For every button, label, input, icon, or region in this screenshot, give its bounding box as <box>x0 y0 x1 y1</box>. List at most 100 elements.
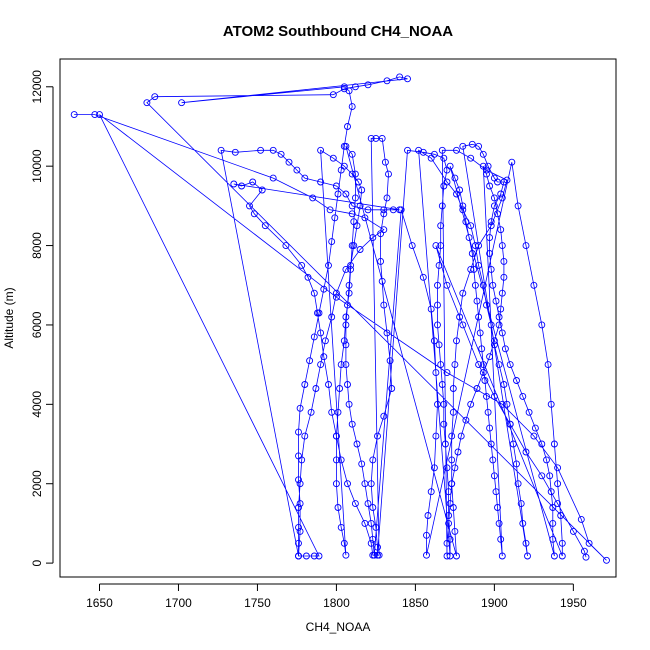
data-point <box>453 552 460 560</box>
data-point <box>487 222 495 230</box>
data-point <box>364 81 372 89</box>
data-point <box>514 480 522 488</box>
data-point <box>328 313 336 321</box>
data-point <box>547 400 555 408</box>
data-point <box>434 301 441 309</box>
data-point <box>487 440 495 448</box>
series-line <box>74 76 607 561</box>
data-point <box>331 214 339 222</box>
data-point <box>513 460 520 468</box>
data-point <box>298 261 306 269</box>
data-point <box>483 170 490 178</box>
data-point <box>484 162 492 170</box>
data-point <box>497 190 505 198</box>
data-point <box>506 361 514 369</box>
data-point <box>369 456 377 464</box>
data-point <box>257 146 265 154</box>
data-point <box>347 265 355 273</box>
data-point <box>475 242 483 250</box>
data-point <box>337 361 345 369</box>
data-point <box>178 99 186 107</box>
data-point <box>337 523 345 531</box>
data-point <box>486 424 494 432</box>
data-point <box>342 142 350 150</box>
data-point <box>519 519 527 527</box>
x-tick-label: 1650 <box>86 596 113 610</box>
data-point <box>325 261 332 269</box>
data-point <box>530 281 538 289</box>
data-point <box>503 176 511 184</box>
data-point <box>446 162 454 170</box>
data-point <box>310 552 318 560</box>
x-axis: 1650 1700 1750 1800 1850 1900 1950 <box>86 583 587 610</box>
y-axis: 0 2000 4000 6000 8000 10000 12000 <box>30 70 54 566</box>
data-point <box>296 404 304 412</box>
data-point <box>497 226 505 234</box>
y-tick-label: 6000 <box>30 311 44 338</box>
data-point <box>364 500 372 508</box>
data-point <box>451 361 459 369</box>
data-point <box>282 242 290 250</box>
x-tick-label: 1750 <box>244 596 271 610</box>
data-point <box>558 552 566 560</box>
data-point <box>498 552 506 560</box>
x-tick-label: 1800 <box>323 596 350 610</box>
data-point <box>487 321 495 329</box>
data-point <box>249 178 257 186</box>
data-point <box>443 464 451 472</box>
data-point <box>315 552 323 560</box>
data-point <box>486 353 494 361</box>
data-point <box>549 504 557 511</box>
data-point <box>307 408 315 416</box>
data-point <box>468 250 476 257</box>
data-point <box>432 242 440 250</box>
data-point <box>295 523 302 531</box>
data-point <box>295 504 302 511</box>
y-axis-label: Altitude (m) <box>2 287 16 348</box>
data-point <box>479 361 487 369</box>
data-point <box>317 361 325 369</box>
data-point <box>549 519 557 527</box>
data-point <box>500 381 508 388</box>
data-point <box>490 202 498 210</box>
data-point <box>457 432 465 440</box>
data-point <box>314 309 321 317</box>
data-point <box>498 289 506 297</box>
data-point <box>337 456 345 464</box>
data-point <box>348 170 356 178</box>
data-point <box>445 512 453 519</box>
data-point <box>374 551 381 559</box>
data-point <box>465 234 473 242</box>
data-point <box>487 265 495 273</box>
data-point <box>549 535 557 543</box>
data-point <box>342 551 350 559</box>
data-point <box>440 154 448 162</box>
data-point <box>484 408 492 416</box>
data-point <box>385 170 392 178</box>
data-point <box>246 202 253 210</box>
data-point <box>329 154 337 162</box>
x-tick-label: 1950 <box>560 596 587 610</box>
data-point <box>459 202 467 210</box>
data-point <box>340 539 348 547</box>
data-point <box>550 552 558 560</box>
data-point <box>336 385 344 392</box>
data-point <box>530 432 538 440</box>
data-point <box>70 111 78 119</box>
data-point <box>435 261 443 269</box>
data-point <box>364 206 372 214</box>
data-point <box>344 123 351 130</box>
data-point <box>321 337 329 345</box>
data-point <box>495 519 503 527</box>
data-point <box>443 178 451 186</box>
data-point <box>495 321 503 329</box>
data-point <box>377 257 385 265</box>
data-point <box>408 242 416 250</box>
data-point <box>423 551 430 559</box>
data-point <box>328 238 336 246</box>
data-point <box>554 500 562 508</box>
data-point <box>434 400 441 408</box>
data-point <box>91 111 99 119</box>
